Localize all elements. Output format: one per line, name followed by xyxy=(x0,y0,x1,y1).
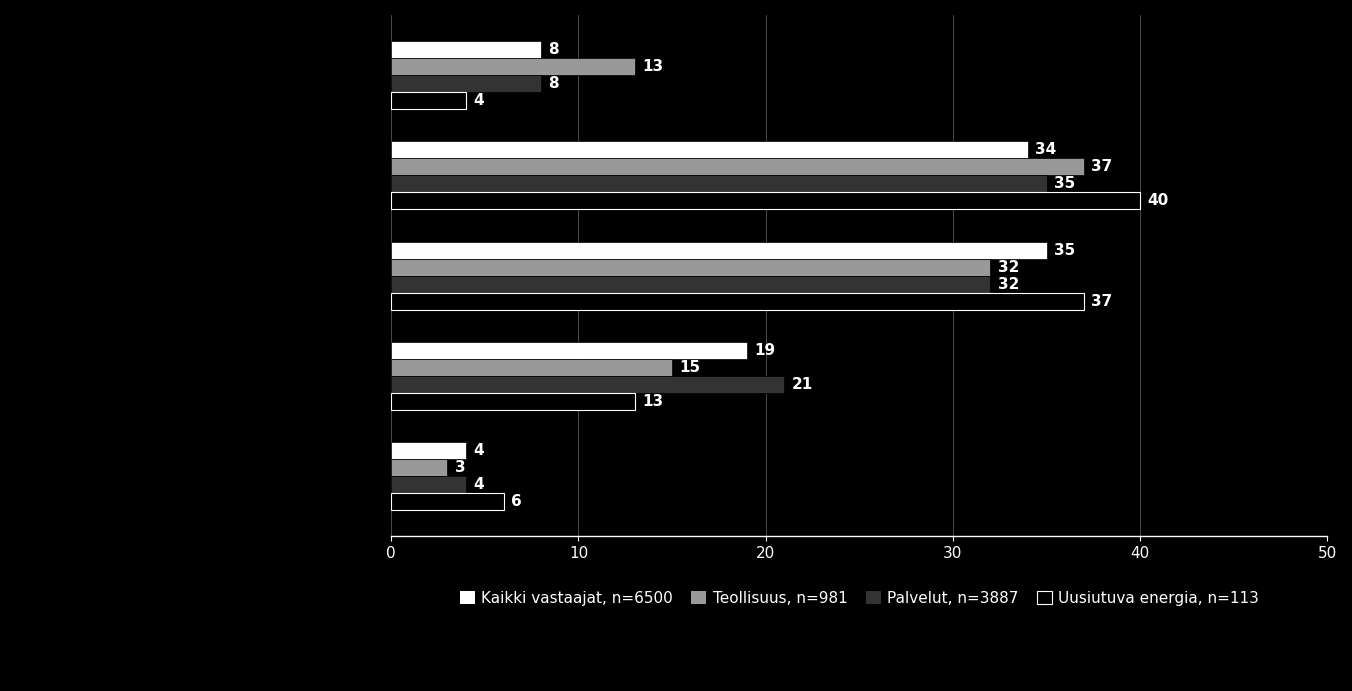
Text: 6: 6 xyxy=(511,494,522,509)
Bar xyxy=(391,258,991,276)
Legend: Kaikki vastaajat, n=6500, Teollisuus, n=981, Palvelut, n=3887, Uusiutuva energia: Kaikki vastaajat, n=6500, Teollisuus, n=… xyxy=(453,585,1265,612)
Bar xyxy=(391,442,466,459)
Bar xyxy=(391,342,746,359)
Text: 40: 40 xyxy=(1148,193,1169,209)
Bar xyxy=(391,276,991,293)
Bar xyxy=(391,293,1084,310)
Text: 37: 37 xyxy=(1091,160,1113,174)
Bar xyxy=(391,459,448,476)
Bar xyxy=(391,158,1084,176)
Text: 15: 15 xyxy=(680,360,700,375)
Text: 35: 35 xyxy=(1055,176,1075,191)
Bar xyxy=(391,359,672,376)
Bar xyxy=(391,41,541,58)
Bar xyxy=(391,242,1046,258)
Text: 4: 4 xyxy=(473,477,484,492)
Text: 4: 4 xyxy=(473,93,484,108)
Text: 21: 21 xyxy=(792,377,813,392)
Bar xyxy=(391,376,784,393)
Bar xyxy=(391,142,1028,158)
Text: 8: 8 xyxy=(549,76,560,91)
Bar xyxy=(391,176,1046,193)
Text: 37: 37 xyxy=(1091,294,1113,309)
Text: 8: 8 xyxy=(549,42,560,57)
Text: 34: 34 xyxy=(1036,142,1056,158)
Bar xyxy=(391,193,1140,209)
Text: 19: 19 xyxy=(754,343,776,358)
Text: 35: 35 xyxy=(1055,243,1075,258)
Text: 4: 4 xyxy=(473,443,484,458)
Bar xyxy=(391,393,634,410)
Bar xyxy=(391,476,466,493)
Bar xyxy=(391,92,466,109)
Text: 3: 3 xyxy=(454,460,465,475)
Text: 13: 13 xyxy=(642,59,664,74)
Bar xyxy=(391,75,541,92)
Bar xyxy=(391,58,634,75)
Bar xyxy=(391,493,503,510)
Text: 32: 32 xyxy=(998,276,1019,292)
Text: 32: 32 xyxy=(998,260,1019,274)
Text: 13: 13 xyxy=(642,394,664,409)
